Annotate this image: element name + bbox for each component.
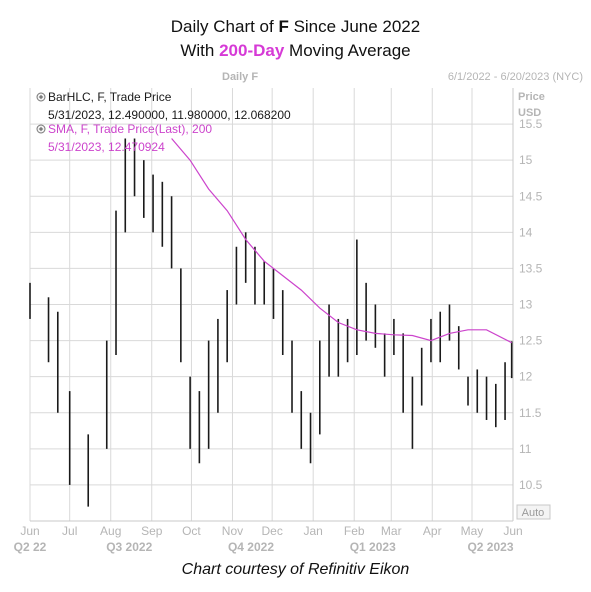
x-tick-label: Oct bbox=[182, 524, 201, 538]
x-tick-label: May bbox=[461, 524, 484, 538]
y-tick-label: 12 bbox=[519, 370, 533, 384]
y-tick-label: 14 bbox=[519, 225, 533, 239]
legend-bar-series: BarHLC, F, Trade Price 5/31/2023, 12.490… bbox=[36, 90, 291, 122]
y-tick-label: 15.5 bbox=[519, 117, 543, 131]
chart-axes: 10.5 11 11.5 12 12.5 13 13.5 14 14.5 15 15.5 Jun Jul… bbox=[14, 88, 543, 554]
auto-scale-button[interactable] bbox=[516, 504, 551, 520]
y-tick-label: 13 bbox=[519, 298, 533, 312]
x-tick-label: Apr bbox=[423, 524, 442, 538]
chart-title-line2: With 200-Day Moving Average bbox=[180, 41, 411, 60]
legend-sma-values: 5/31/2023, 12.470924 bbox=[48, 140, 165, 154]
x-tick-label: Jan bbox=[304, 524, 323, 538]
quarter-label: Q2 22 bbox=[14, 540, 47, 554]
chart-header-range: 6/1/2022 - 6/20/2023 (NYC) bbox=[448, 71, 583, 83]
y-tick-label: 15 bbox=[519, 153, 533, 167]
x-tick-label: Jun bbox=[503, 524, 522, 538]
chart-title-line1: Daily Chart of F Since June 2022 bbox=[170, 17, 421, 36]
x-tick-label: Jun bbox=[20, 524, 39, 538]
y-tick-label: 10.5 bbox=[519, 478, 543, 492]
x-tick-label: Dec bbox=[261, 524, 282, 538]
quarter-label: Q1 2023 bbox=[350, 540, 396, 554]
x-tick-label: Nov bbox=[222, 524, 243, 538]
y-tick-label: 11 bbox=[519, 442, 532, 456]
x-tick-label: Feb bbox=[344, 524, 365, 538]
legend-sma-series: SMA, F, Trade Price(Last), 200 5/31/2023… bbox=[36, 122, 212, 154]
axis-price-label: Price bbox=[518, 91, 545, 103]
price-bars bbox=[29, 138, 513, 507]
sma-200-line bbox=[171, 138, 512, 344]
quarter-label: Q4 2022 bbox=[228, 540, 274, 554]
chart-credit: Chart courtesy of Refinitiv Eikon bbox=[181, 561, 410, 578]
x-tick-label: Mar bbox=[381, 524, 402, 538]
x-tick-label: Sep bbox=[141, 524, 163, 538]
axis-unit-label: USD bbox=[518, 107, 541, 119]
chart-header-name: Daily F bbox=[222, 71, 258, 83]
y-tick-label: 14.5 bbox=[519, 189, 543, 203]
quarter-label: Q3 2022 bbox=[106, 540, 152, 554]
y-tick-label: 12.5 bbox=[519, 334, 543, 348]
y-tick-label: 11.5 bbox=[519, 406, 542, 420]
legend-sma-label: SMA, F, Trade Price(Last), 200 bbox=[48, 122, 212, 136]
x-tick-label: Jul bbox=[62, 524, 77, 538]
x-tick-label: Aug bbox=[100, 524, 121, 538]
legend-bar-values: 5/31/2023, 12.490000, 11.980000, 12.0682… bbox=[48, 108, 291, 122]
legend-bar-label: BarHLC, F, Trade Price bbox=[48, 90, 172, 104]
quarter-label: Q2 2023 bbox=[467, 540, 513, 554]
y-tick-label: 13.5 bbox=[519, 261, 543, 275]
auto-scale-label: Auto bbox=[522, 507, 545, 519]
